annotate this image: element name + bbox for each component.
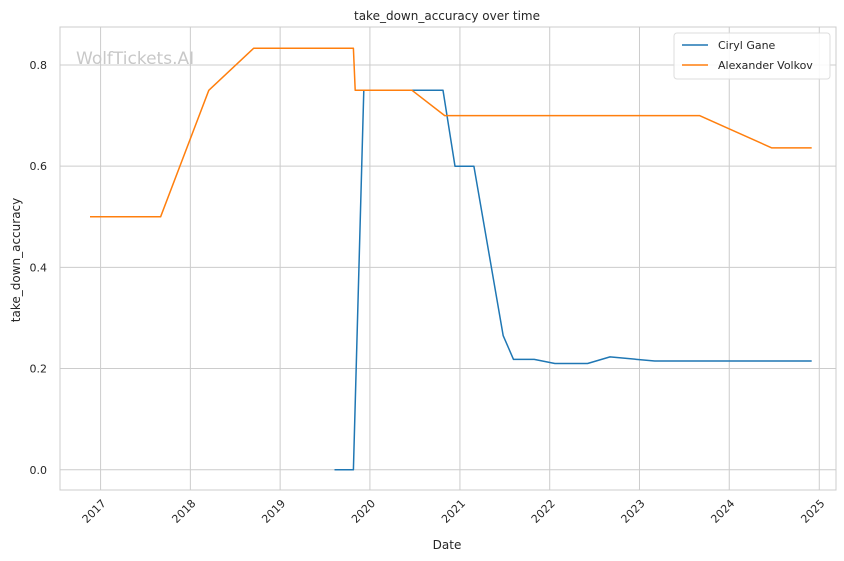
grid [60,27,836,490]
legend-label: Alexander Volkov [718,59,813,72]
y-tick-label: 0.4 [30,261,48,274]
x-tick-label: 2021 [439,497,468,526]
x-axis-title: Date [433,538,462,552]
series-line-0 [334,89,812,471]
y-axis-title: take_down_accuracy [9,198,23,322]
x-tick-label: 2022 [529,497,558,526]
x-tick-label: 2023 [619,497,648,526]
plot-area [59,26,837,491]
y-axis-ticks: 0.0 0.2 0.4 0.6 0.8 [30,59,48,477]
y-tick-label: 0.2 [30,363,48,376]
x-tick-label: 2024 [708,497,737,526]
legend-box [673,32,831,80]
y-tick-label: 0.8 [30,59,48,72]
series-lines [90,47,812,471]
x-tick-label: 2019 [259,497,288,526]
series-line-1 [90,47,812,218]
x-tick-label: 2025 [798,497,827,526]
legend-label: Ciryl Gane [718,39,776,52]
watermark-text: WolfTickets.AI [76,49,194,69]
legend: Ciryl Gane Alexander Volkov [673,32,831,80]
y-tick-label: 0.6 [30,160,48,173]
x-tick-label: 2018 [169,497,198,526]
y-tick-label: 0.0 [30,464,48,477]
x-tick-label: 2017 [80,497,109,526]
x-axis-ticks: 2017 2018 2019 2020 2021 2022 2023 2024 2025 [80,497,828,526]
chart-title: take_down_accuracy over time [354,9,540,23]
x-tick-label: 2020 [349,497,378,526]
